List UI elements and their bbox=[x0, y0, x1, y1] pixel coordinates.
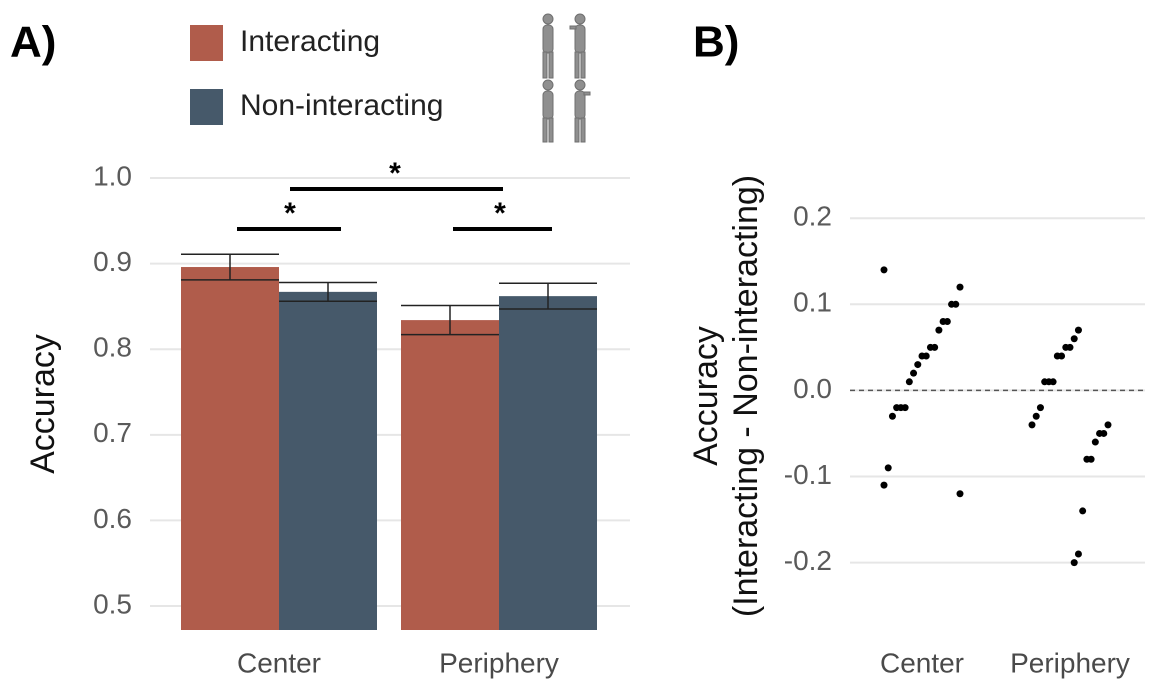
point bbox=[1079, 507, 1086, 514]
significance-star: * bbox=[284, 197, 296, 230]
point bbox=[1037, 404, 1044, 411]
bar bbox=[181, 267, 279, 630]
panel-label: B) bbox=[693, 18, 739, 67]
point bbox=[1075, 327, 1082, 334]
y-tick-label: 0.7 bbox=[93, 417, 132, 448]
y-tick-label: 0.2 bbox=[793, 201, 832, 232]
figure: 0.5 0.6 0.7 0.8 0.9 1.0 A) Center Periphery Inter… bbox=[0, 0, 1157, 683]
point bbox=[881, 482, 888, 489]
point bbox=[957, 490, 964, 497]
legend-swatch bbox=[190, 89, 223, 125]
point bbox=[919, 352, 926, 359]
y-tick-label: -0.1 bbox=[784, 459, 832, 490]
point bbox=[885, 464, 892, 471]
bar bbox=[279, 292, 377, 630]
y-tick-label: 1.0 bbox=[93, 160, 132, 191]
significance-star: * bbox=[494, 197, 506, 230]
x-tick-label: Center bbox=[880, 647, 964, 678]
bar bbox=[499, 296, 597, 630]
y-tick-label: 0.1 bbox=[793, 287, 832, 318]
point bbox=[881, 266, 888, 273]
point bbox=[1105, 421, 1112, 428]
point bbox=[948, 301, 955, 308]
panel-label: A) bbox=[10, 18, 56, 67]
point bbox=[889, 413, 896, 420]
point bbox=[893, 404, 900, 411]
y-tick-label: 0.5 bbox=[93, 588, 132, 619]
bar bbox=[401, 320, 499, 630]
point bbox=[1092, 439, 1099, 446]
x-tick-label: Periphery bbox=[439, 647, 559, 678]
point bbox=[1033, 413, 1040, 420]
point bbox=[957, 284, 964, 291]
point bbox=[940, 318, 947, 325]
point bbox=[1054, 352, 1061, 359]
figure-icons bbox=[543, 14, 590, 142]
point bbox=[1062, 344, 1069, 351]
point bbox=[1083, 456, 1090, 463]
point bbox=[935, 327, 942, 334]
point bbox=[927, 344, 934, 351]
x-tick-label: Center bbox=[237, 647, 321, 678]
y-tick-label: 0.9 bbox=[93, 246, 132, 277]
point bbox=[1071, 559, 1078, 566]
point bbox=[1075, 550, 1082, 557]
point bbox=[1096, 430, 1103, 437]
y-tick-label: -0.2 bbox=[784, 545, 832, 576]
point bbox=[1041, 378, 1048, 385]
point bbox=[1029, 421, 1036, 428]
y-tick-label: 0.0 bbox=[793, 373, 832, 404]
point bbox=[906, 378, 913, 385]
significance-star: * bbox=[389, 157, 401, 190]
point bbox=[914, 361, 921, 368]
point bbox=[1071, 335, 1078, 342]
y-axis-title: Accuracy bbox=[24, 334, 62, 474]
y-axis-title: (Interacting - Non-interacting) bbox=[727, 175, 765, 617]
y-axis-title: Accuracy bbox=[687, 326, 725, 466]
legend-swatch bbox=[190, 25, 223, 61]
point bbox=[910, 370, 917, 377]
y-tick-label: 0.6 bbox=[93, 503, 132, 534]
x-tick-label: Periphery bbox=[1010, 647, 1130, 678]
legend-label: Interacting bbox=[240, 25, 380, 58]
y-tick-label: 0.8 bbox=[93, 332, 132, 363]
legend-label: Non-interacting bbox=[240, 89, 443, 122]
